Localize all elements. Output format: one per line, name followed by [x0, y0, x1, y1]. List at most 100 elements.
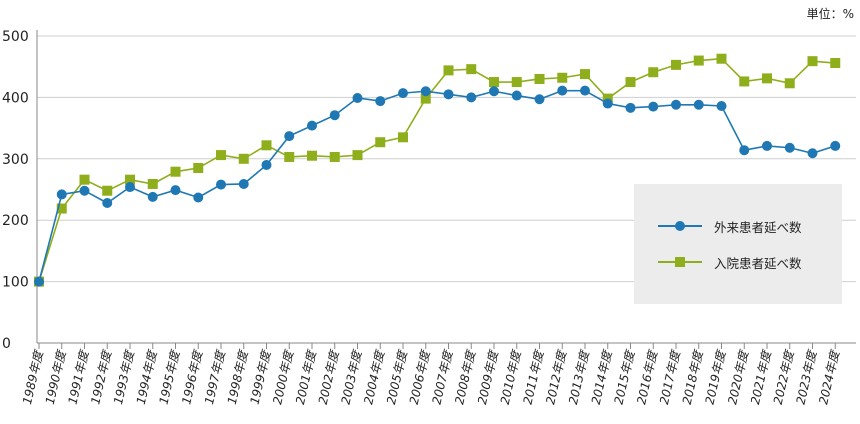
legend-line-square-icon: [658, 257, 702, 267]
x-tick-label: 2002年度: [316, 348, 342, 406]
data-point-inpatient: [511, 77, 522, 88]
data-point-inpatient: [147, 178, 158, 189]
data-point-outpatient: [671, 99, 681, 110]
data-point-inpatient: [216, 150, 226, 161]
data-point-outpatient: [625, 102, 636, 113]
x-tick-label: 2009年度: [475, 348, 501, 406]
data-point-outpatient: [511, 90, 522, 101]
data-point-outpatient: [147, 191, 158, 202]
data-point-inpatient: [238, 153, 249, 164]
x-tick-label: 2006年度: [407, 348, 433, 406]
data-point-inpatient: [716, 53, 727, 64]
x-tick-label: 1991年度: [66, 348, 92, 406]
x-tick-label: 2001年度: [293, 348, 319, 406]
data-point-outpatient: [261, 159, 272, 170]
x-tick-label: 2010年度: [498, 348, 524, 406]
data-point-outpatient: [580, 85, 590, 96]
data-point-inpatient: [170, 166, 181, 177]
data-point-outpatient: [56, 189, 67, 200]
data-point-outpatient: [534, 94, 545, 105]
x-tick-label: 1992年度: [88, 348, 114, 406]
data-point-inpatient: [284, 151, 295, 162]
x-tick-label: 2021年度: [748, 348, 774, 406]
data-point-outpatient: [125, 182, 135, 193]
data-point-outpatient: [352, 93, 363, 104]
legend-line-circle-icon: [658, 221, 702, 231]
data-point-inpatient: [102, 185, 113, 196]
legend-label-inpatient: 入院患者延べ数: [714, 255, 802, 271]
data-point-inpatient: [443, 65, 454, 76]
data-point-inpatient: [375, 137, 386, 148]
data-point-outpatient: [170, 185, 181, 196]
data-point-inpatient: [739, 76, 750, 87]
data-point-outpatient: [216, 179, 226, 190]
data-point-outpatient: [102, 198, 113, 209]
y-tick-label: 100: [2, 275, 29, 291]
data-point-outpatient: [602, 98, 613, 109]
x-axis-ticks: 1989年度1990年度1991年度1992年度1993年度1994年度1995…: [20, 343, 843, 406]
x-tick-label: 2022年度: [771, 348, 797, 406]
x-tick-label: 2023年度: [794, 348, 820, 406]
data-point-outpatient: [489, 86, 499, 97]
x-tick-label: 1997年度: [202, 348, 228, 406]
data-point-outpatient: [307, 120, 317, 131]
y-tick-label: 500: [2, 29, 29, 45]
data-point-inpatient: [193, 163, 204, 174]
x-tick-label: 1996年度: [179, 348, 205, 406]
data-point-inpatient: [625, 77, 636, 88]
x-tick-label: 2014年度: [589, 348, 615, 406]
legend-item-inpatient: 入院患者延べ数: [658, 252, 802, 272]
series-layer: [34, 53, 841, 287]
x-tick-label: 1995年度: [157, 348, 183, 406]
data-point-inpatient: [56, 203, 67, 214]
x-tick-label: 2008年度: [452, 348, 478, 406]
y-tick-label: 400: [2, 90, 29, 106]
x-tick-label: 2003年度: [339, 348, 365, 406]
data-point-inpatient: [557, 72, 568, 83]
data-point-outpatient: [807, 148, 818, 159]
x-tick-label: 2013年度: [566, 348, 592, 406]
data-point-outpatient: [193, 192, 204, 203]
data-point-outpatient: [830, 140, 841, 151]
data-point-inpatient: [352, 150, 363, 161]
data-point-inpatient: [489, 77, 499, 88]
x-tick-label: 2005年度: [384, 348, 410, 406]
data-point-outpatient: [238, 178, 249, 189]
x-tick-label: 2020年度: [725, 348, 751, 406]
unit-label: 単位：%: [806, 7, 854, 21]
data-point-outpatient: [420, 86, 431, 97]
data-point-outpatient: [762, 140, 772, 151]
x-tick-label: 2018年度: [680, 348, 706, 406]
data-point-inpatient: [830, 58, 841, 69]
data-point-inpatient: [329, 151, 340, 162]
x-tick-label: 2015年度: [612, 348, 638, 406]
data-point-outpatient: [375, 96, 386, 107]
data-point-outpatient: [557, 85, 568, 96]
x-tick-label: 2024年度: [816, 348, 842, 406]
data-point-inpatient: [671, 59, 681, 70]
data-point-inpatient: [466, 64, 477, 75]
data-point-outpatient: [329, 110, 340, 121]
x-tick-label: 2004年度: [361, 348, 387, 406]
data-point-outpatient: [398, 88, 408, 99]
data-point-inpatient: [261, 140, 272, 151]
data-point-inpatient: [125, 174, 135, 185]
legend-label-outpatient: 外来患者延べ数: [714, 219, 802, 235]
y-tick-label: 200: [2, 213, 29, 229]
data-point-inpatient: [307, 150, 317, 161]
x-tick-label: 2012年度: [543, 348, 569, 406]
data-point-inpatient: [693, 55, 704, 66]
data-point-inpatient: [534, 73, 545, 84]
legend-item-outpatient: 外来患者延べ数: [658, 216, 802, 236]
data-point-outpatient: [648, 101, 659, 112]
x-tick-label: 2016年度: [634, 348, 660, 406]
x-tick-label: 2019年度: [703, 348, 729, 406]
data-point-outpatient: [716, 100, 727, 111]
data-point-outpatient: [284, 131, 295, 142]
y-axis-ticks: 0 100 200 300 400 500: [2, 29, 29, 352]
y-tick-label: 0: [2, 336, 11, 352]
data-point-inpatient: [398, 132, 408, 143]
x-tick-label: 1998年度: [225, 348, 251, 406]
x-tick-label: 1993年度: [111, 348, 137, 406]
